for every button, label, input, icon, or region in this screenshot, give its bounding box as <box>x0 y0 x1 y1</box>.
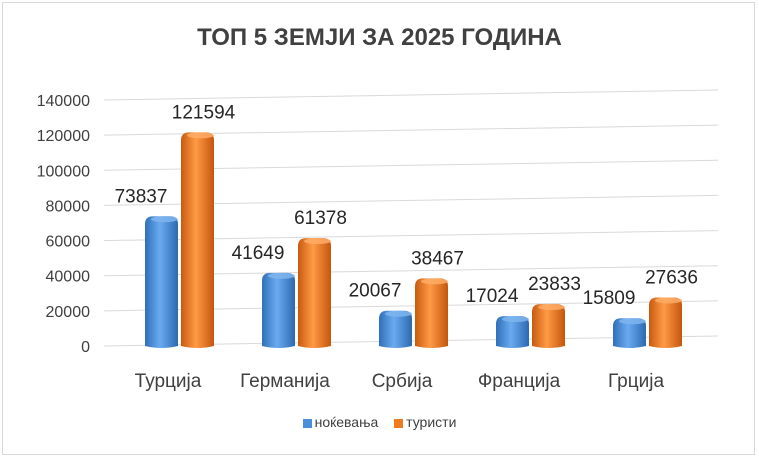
chart-legend: ноќевања туристи <box>0 414 759 430</box>
data-label: 27636 <box>645 267 698 288</box>
bar-top-cap <box>502 316 529 323</box>
bar-top-cap <box>268 272 295 279</box>
bar-top-cap <box>385 310 412 317</box>
data-label: 15809 <box>583 288 636 309</box>
bar-top-cap <box>187 132 214 139</box>
y-tick-label: 100000 <box>37 163 90 180</box>
chart-frame <box>2 2 755 455</box>
x-category-label: Србија <box>372 371 433 392</box>
data-label: 61378 <box>294 208 347 229</box>
bar-ноќевања-Франција <box>496 316 529 348</box>
bar-ноќевања-Грција <box>613 318 646 348</box>
bar-туристи-Франција <box>532 304 565 348</box>
bar-top-cap <box>619 318 646 325</box>
bar-туристи-Германија <box>298 238 331 348</box>
x-category-label: Франција <box>478 371 561 392</box>
chart-title: ТОП 5 ЗЕМЈИ ЗА 2025 ГОДИНА <box>197 24 562 51</box>
data-label: 23833 <box>528 274 581 295</box>
data-label: 17024 <box>466 286 519 307</box>
legend-label-series-2: туристи <box>406 414 457 430</box>
y-tick-label: 20000 <box>46 304 91 321</box>
bar-туристи-Србија <box>415 278 448 348</box>
data-label: 38467 <box>411 248 464 269</box>
bar-top-cap <box>655 297 682 304</box>
bar-ноќевања-Германија <box>262 272 295 348</box>
gridline <box>103 89 719 101</box>
data-label: 20067 <box>349 281 402 302</box>
data-label: 121594 <box>172 102 236 123</box>
y-tick-label: 80000 <box>46 198 91 215</box>
y-tick-label: 140000 <box>37 93 90 110</box>
bar-top-cap <box>421 278 448 285</box>
bar-top-cap <box>538 304 565 311</box>
y-tick-label: 120000 <box>37 128 90 145</box>
legend-swatch-series-1 <box>302 418 312 428</box>
data-label: 73837 <box>115 186 168 207</box>
bar-ноќевања-Турција <box>145 216 178 348</box>
bar-ноќевања-Србија <box>379 310 412 348</box>
bar-туристи-Грција <box>649 297 682 348</box>
y-tick-label: 0 <box>81 339 90 356</box>
y-tick-label: 60000 <box>46 234 91 251</box>
bar-top-cap <box>304 238 331 245</box>
y-tick-label: 40000 <box>46 269 91 286</box>
x-category-label: Турција <box>135 371 202 392</box>
x-category-label: Германија <box>240 371 330 392</box>
bar-top-cap <box>151 216 178 223</box>
legend-label-series-1: ноќевања <box>314 414 379 430</box>
x-category-label: Грција <box>608 371 665 392</box>
legend-swatch-series-2 <box>394 418 404 428</box>
legend-item-series-2: туристи <box>394 414 456 430</box>
legend-item-series-1: ноќевања <box>302 414 379 430</box>
bar-туристи-Турција <box>181 132 214 348</box>
data-label: 41649 <box>232 243 285 264</box>
